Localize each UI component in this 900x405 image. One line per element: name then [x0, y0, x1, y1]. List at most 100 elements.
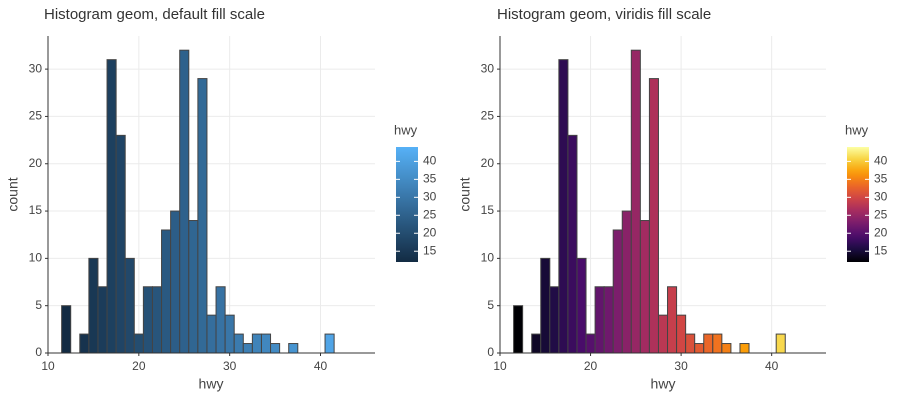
legend-tick-label: 30: [874, 189, 888, 203]
x-axis-title: hwy: [651, 376, 676, 392]
histogram-bar: [694, 343, 705, 354]
histogram-bar: [739, 343, 750, 354]
legend-tick-label: 20: [423, 225, 437, 239]
histogram-bar: [124, 257, 135, 354]
histogram-bar: [576, 257, 587, 354]
histogram-bar: [603, 286, 614, 354]
histogram-bar: [251, 333, 262, 354]
legend-tick-label: 30: [423, 189, 437, 203]
x-tick-label: 10: [493, 359, 507, 373]
y-tick-label: 5: [487, 298, 494, 312]
histogram-bar: [288, 343, 299, 354]
histogram-bar: [106, 59, 117, 354]
histogram-bar: [648, 78, 659, 354]
histogram-bar: [721, 343, 732, 354]
histogram-bar: [233, 333, 244, 354]
histogram-bar: [224, 314, 235, 354]
y-tick-label: 30: [29, 61, 43, 75]
chart-panel-1: Histogram geom, default fill scale 0 5 10 15…: [5, 6, 437, 392]
histogram-bar: [79, 333, 90, 354]
histogram-bar: [585, 333, 596, 354]
y-axis-title: count: [457, 177, 473, 211]
chart-title: Histogram geom, default fill scale: [44, 6, 265, 23]
histogram-bar: [206, 314, 217, 354]
histogram-bar: [703, 333, 714, 354]
histogram-bar: [657, 314, 669, 354]
x-axis-title: hwy: [199, 376, 224, 392]
legend-colorbar: [847, 147, 869, 262]
y-axis-title: count: [5, 177, 21, 211]
histogram-bar: [612, 229, 623, 354]
y-tick-label: 5: [35, 298, 42, 312]
histogram-bar: [712, 333, 723, 354]
legend-tick-label: 15: [423, 243, 437, 257]
histogram-bar: [142, 286, 153, 354]
bars: [513, 49, 786, 354]
histogram-bar: [540, 257, 551, 354]
legend-title: hwy: [845, 122, 869, 137]
x-tick-label: 40: [314, 359, 328, 373]
x-tick-label: 40: [765, 359, 779, 373]
y-tick-label: 25: [481, 109, 495, 123]
legend-tick-label: 35: [874, 172, 888, 186]
histogram-bar: [639, 220, 650, 354]
histogram-bar: [685, 333, 696, 354]
legend-title: hwy: [394, 122, 418, 137]
histogram-bar: [775, 333, 786, 354]
histogram-bar: [531, 333, 542, 354]
legend-tick-label: 15: [874, 243, 888, 257]
y-tick-label: 10: [29, 251, 43, 265]
histogram-bar: [594, 286, 605, 354]
histogram-bar: [151, 286, 163, 354]
histogram-bar: [621, 210, 632, 354]
chart-panel-2: Histogram geom, viridis fill scale 0 5 10 15…: [457, 6, 888, 392]
chart-title: Histogram geom, viridis fill scale: [497, 6, 711, 23]
x-tick-label: 20: [584, 359, 598, 373]
histogram-bar: [676, 314, 687, 354]
histogram-bar: [324, 333, 335, 354]
histogram-bar: [667, 286, 678, 354]
histogram-bar: [88, 257, 99, 354]
histogram-bar: [215, 286, 226, 354]
legend-tick-label: 20: [874, 225, 888, 239]
legend-tick-label: 25: [874, 207, 888, 221]
bars: [61, 49, 335, 354]
y-tick-label: 0: [35, 345, 42, 359]
histogram-bar: [115, 134, 126, 354]
histogram-bar: [549, 286, 560, 354]
histogram-bar: [513, 305, 524, 354]
legend: hwy 15 20 25 30 35 40: [394, 122, 437, 262]
legend-tick-label: 40: [423, 154, 437, 168]
x-tick-label: 10: [41, 359, 55, 373]
histogram-bar: [188, 220, 199, 354]
histogram-bar: [170, 210, 181, 354]
histogram-bar: [61, 305, 72, 354]
legend-tick-label: 40: [874, 154, 888, 168]
histogram-bar: [260, 333, 272, 354]
legend-tick-label: 25: [423, 207, 437, 221]
histogram-bar: [133, 333, 144, 354]
histogram-bar: [270, 343, 281, 354]
legend-tick-label: 35: [423, 172, 437, 186]
histogram-bar: [97, 286, 108, 354]
legend-colorbar: [396, 147, 418, 262]
histogram-bar: [179, 49, 190, 354]
histogram-bar: [161, 229, 172, 354]
histogram-bar: [242, 343, 253, 354]
histogram-bar: [197, 78, 208, 354]
y-tick-label: 20: [29, 156, 43, 170]
y-tick-label: 30: [481, 61, 495, 75]
histogram-bar: [558, 59, 569, 354]
x-tick-label: 30: [674, 359, 688, 373]
y-tick-label: 20: [481, 156, 495, 170]
y-tick-label: 15: [481, 203, 495, 217]
histogram-bar: [567, 134, 578, 354]
y-tick-label: 0: [487, 345, 494, 359]
legend: hwy 15 20 25 30 35 40: [845, 122, 888, 262]
histogram-bar: [630, 49, 641, 354]
y-tick-label: 25: [29, 109, 43, 123]
y-tick-label: 10: [481, 251, 495, 265]
x-tick-label: 30: [223, 359, 237, 373]
